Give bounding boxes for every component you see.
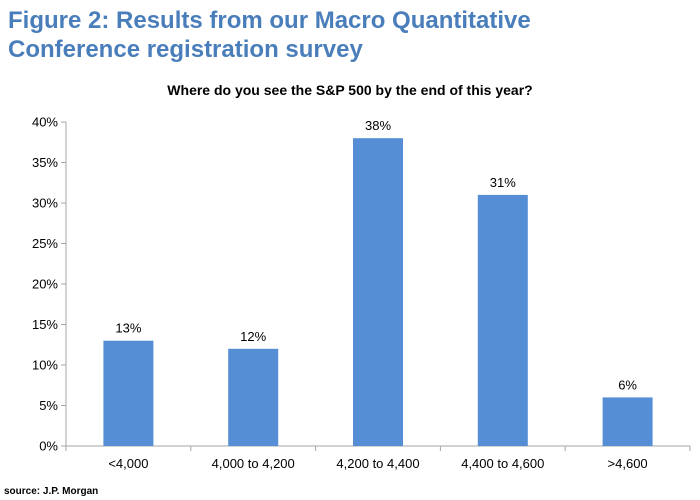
data-label: 31% [490, 175, 516, 190]
x-tick-label: 4,200 to 4,400 [336, 456, 419, 471]
bar [228, 348, 279, 446]
y-tick-label: 25% [32, 236, 58, 251]
y-tick-label: 30% [32, 196, 58, 211]
data-label: 6% [618, 377, 637, 392]
data-label: 12% [240, 329, 266, 344]
bar [602, 397, 653, 446]
x-tick-label: 4,400 to 4,600 [461, 456, 544, 471]
y-tick-label: 0% [39, 439, 58, 454]
y-tick-label: 5% [39, 398, 58, 413]
x-tick-label: <4,000 [108, 456, 148, 471]
bar [353, 138, 403, 446]
x-tick-label: 4,000 to 4,200 [212, 456, 295, 471]
y-tick-label: 10% [32, 358, 58, 373]
y-tick-label: 20% [32, 277, 58, 292]
y-tick-label: 40% [32, 115, 58, 130]
x-tick-label: >4,600 [608, 456, 648, 471]
y-tick-label: 35% [32, 155, 58, 170]
source-note: source: J.P. Morgan [4, 486, 99, 497]
data-label: 13% [115, 321, 141, 336]
chart-title: Where do you see the S&P 500 by the end … [167, 82, 533, 98]
figure-title: Figure 2: Results from our Macro Quantit… [8, 7, 531, 63]
y-tick-label: 15% [32, 317, 58, 332]
data-label: 38% [365, 118, 391, 133]
bar [477, 194, 528, 446]
bar [103, 340, 154, 446]
